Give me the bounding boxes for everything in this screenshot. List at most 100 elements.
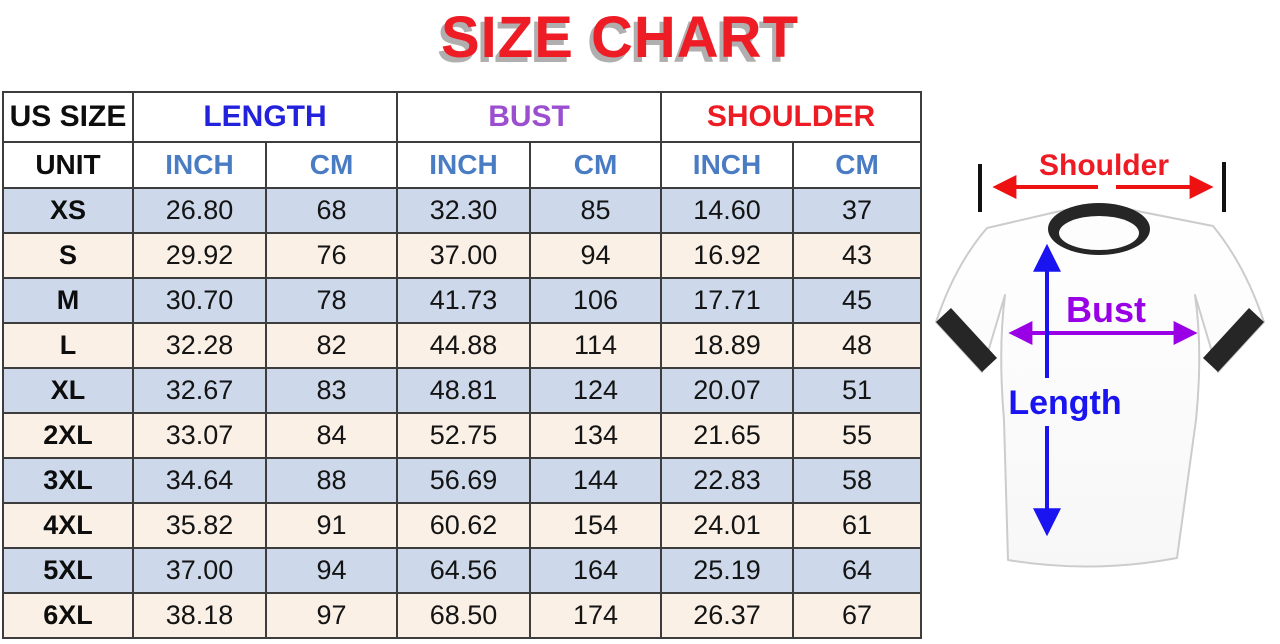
size-cell: 3XL xyxy=(2,457,134,504)
value-cell: 97 xyxy=(264,592,399,639)
value-cell: 38.18 xyxy=(132,592,267,639)
value-cell: 78 xyxy=(264,277,399,324)
table-row-6xl: 6XL 38.18 97 68.50 174 26.37 67 xyxy=(2,592,923,639)
value-cell: 154 xyxy=(529,502,663,549)
header-length-inch: INCH xyxy=(132,141,267,189)
value-cell: 174 xyxy=(529,592,663,639)
shoulder-label: Shoulder xyxy=(1039,149,1169,182)
size-cell: L xyxy=(2,322,134,369)
size-cell: 6XL xyxy=(2,592,134,639)
value-cell: 52.75 xyxy=(396,412,532,459)
value-cell: 144 xyxy=(529,457,663,504)
value-cell: 43 xyxy=(792,232,923,279)
value-cell: 34.64 xyxy=(132,457,267,504)
table-row-3xl: 3XL 34.64 88 56.69 144 22.83 58 xyxy=(2,457,923,504)
value-cell: 88 xyxy=(264,457,399,504)
value-cell: 91 xyxy=(264,502,399,549)
page-title: SIZE CHART xyxy=(441,5,799,70)
value-cell: 24.01 xyxy=(660,502,795,549)
unit-header-row: UNIT INCH CM INCH CM INCH CM xyxy=(2,141,923,189)
size-cell: M xyxy=(2,277,134,324)
value-cell: 56.69 xyxy=(396,457,532,504)
value-cell: 18.89 xyxy=(660,322,795,369)
tshirt-illustration xyxy=(935,203,1265,568)
header-unit: UNIT xyxy=(2,141,134,189)
value-cell: 106 xyxy=(529,277,663,324)
value-cell: 26.80 xyxy=(132,187,267,234)
value-cell: 32.28 xyxy=(132,322,267,369)
value-cell: 17.71 xyxy=(660,277,795,324)
tshirt-collar-inner xyxy=(1059,216,1139,250)
value-cell: 48.81 xyxy=(396,367,532,414)
length-measure: Length xyxy=(1008,243,1122,537)
value-cell: 76 xyxy=(264,232,399,279)
value-cell: 44.88 xyxy=(396,322,532,369)
value-cell: 51 xyxy=(792,367,923,414)
value-cell: 85 xyxy=(529,187,663,234)
value-cell: 164 xyxy=(529,547,663,594)
table-row-4xl: 4XL 35.82 91 60.62 154 24.01 61 xyxy=(2,502,923,549)
value-cell: 45 xyxy=(792,277,923,324)
value-cell: 21.65 xyxy=(660,412,795,459)
value-cell: 94 xyxy=(529,232,663,279)
value-cell: 37 xyxy=(792,187,923,234)
value-cell: 84 xyxy=(264,412,399,459)
header-us-size: US SIZE xyxy=(2,91,134,143)
value-cell: 37.00 xyxy=(396,232,532,279)
table-row-l: L 32.28 82 44.88 114 18.89 48 xyxy=(2,322,923,369)
tshirt-left-cuff xyxy=(936,308,997,372)
value-cell: 58 xyxy=(792,457,923,504)
value-cell: 64.56 xyxy=(396,547,532,594)
size-cell: XS xyxy=(2,187,134,234)
value-cell: 30.70 xyxy=(132,277,267,324)
value-cell: 68 xyxy=(264,187,399,234)
value-cell: 60.62 xyxy=(396,502,532,549)
size-cell: 4XL xyxy=(2,502,134,549)
value-cell: 29.92 xyxy=(132,232,267,279)
header-length: LENGTH xyxy=(131,91,399,143)
size-cell: 5XL xyxy=(2,547,134,594)
value-cell: 33.07 xyxy=(132,412,267,459)
table-row-xl: XL 32.67 83 48.81 124 20.07 51 xyxy=(2,367,923,414)
value-cell: 134 xyxy=(529,412,663,459)
table-row-m: M 30.70 78 41.73 106 17.71 45 xyxy=(2,277,923,324)
value-cell: 25.19 xyxy=(660,547,795,594)
value-cell: 41.73 xyxy=(396,277,532,324)
header-shoulder: SHOULDER xyxy=(660,91,923,143)
value-cell: 83 xyxy=(264,367,399,414)
header-bust: BUST xyxy=(396,91,663,143)
value-cell: 35.82 xyxy=(132,502,267,549)
header-shoulder-inch: INCH xyxy=(660,141,795,189)
tshirt-right-cuff xyxy=(1203,308,1264,372)
size-table: US SIZE LENGTH BUST SHOULDER UNIT INCH C… xyxy=(2,91,923,639)
value-cell: 61 xyxy=(792,502,923,549)
value-cell: 22.83 xyxy=(660,457,795,504)
value-cell: 26.37 xyxy=(660,592,795,639)
bust-label: Bust xyxy=(1066,289,1146,330)
value-cell: 68.50 xyxy=(396,592,532,639)
bust-measure: Bust xyxy=(1008,289,1198,345)
size-cell: 2XL xyxy=(2,412,134,459)
value-cell: 32.30 xyxy=(396,187,532,234)
value-cell: 94 xyxy=(264,547,399,594)
value-cell: 14.60 xyxy=(660,187,795,234)
size-cell: S xyxy=(2,232,134,279)
value-cell: 114 xyxy=(529,322,663,369)
tshirt-measurement-diagram: Shoulder Bust Length xyxy=(920,90,1280,644)
header-shoulder-cm: CM xyxy=(792,141,923,189)
length-label: Length xyxy=(1008,384,1121,422)
table-row-5xl: 5XL 37.00 94 64.56 164 25.19 64 xyxy=(2,547,923,594)
value-cell: 67 xyxy=(792,592,923,639)
value-cell: 124 xyxy=(529,367,663,414)
value-cell: 16.92 xyxy=(660,232,795,279)
group-header-row: US SIZE LENGTH BUST SHOULDER xyxy=(2,91,923,143)
shoulder-measure: Shoulder xyxy=(978,149,1226,212)
value-cell: 20.07 xyxy=(660,367,795,414)
table-row-2xl: 2XL 33.07 84 52.75 134 21.65 55 xyxy=(2,412,923,459)
value-cell: 82 xyxy=(264,322,399,369)
value-cell: 48 xyxy=(792,322,923,369)
table-row-xs: XS 26.80 68 32.30 85 14.60 37 xyxy=(2,187,923,234)
value-cell: 32.67 xyxy=(132,367,267,414)
value-cell: 37.00 xyxy=(132,547,267,594)
